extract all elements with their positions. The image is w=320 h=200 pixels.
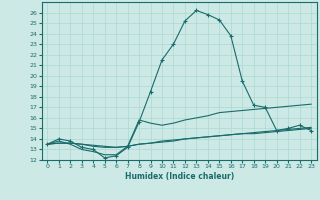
X-axis label: Humidex (Indice chaleur): Humidex (Indice chaleur) bbox=[124, 172, 234, 181]
